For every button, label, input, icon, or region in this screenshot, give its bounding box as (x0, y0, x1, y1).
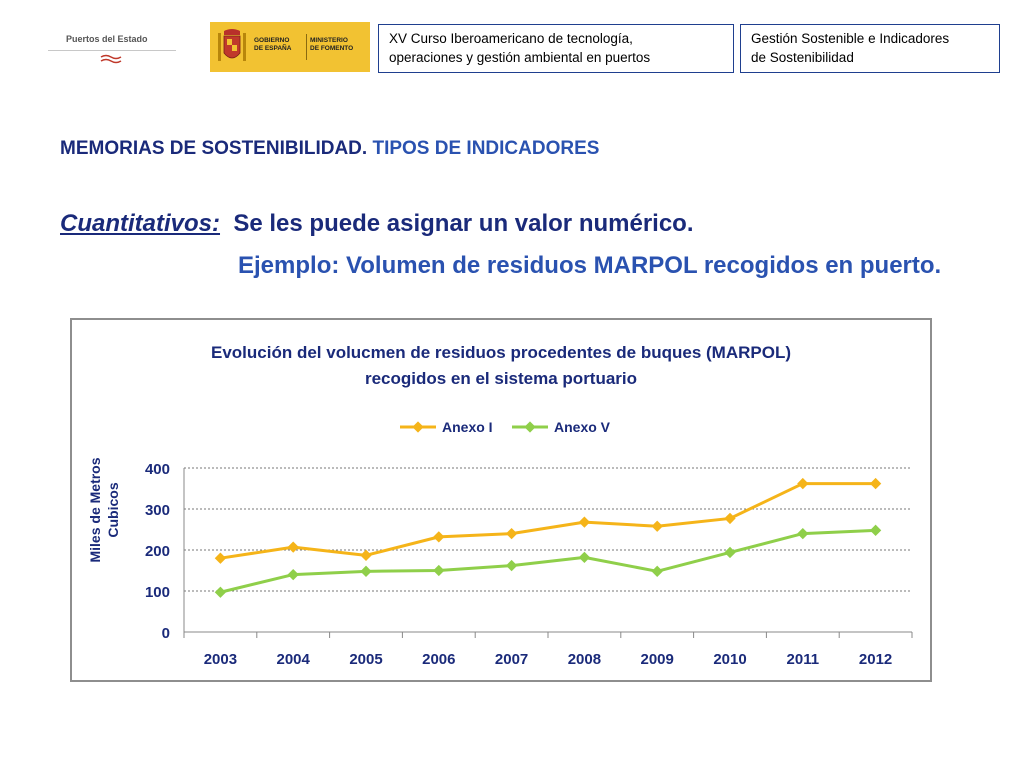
data-point-1-2009 (651, 565, 663, 577)
y-tick-label-400: 400 (145, 461, 170, 478)
section-title-main: MEMORIAS DE SOSTENIBILIDAD. (60, 138, 368, 159)
section-title: MEMORIAS DE SOSTENIBILIDAD. TIPOS DE IND… (60, 138, 599, 160)
data-point-1-2008 (578, 551, 591, 564)
puertos-del-estado-logo: Puertos del Estado (48, 28, 176, 68)
data-point-0-2008 (578, 516, 591, 528)
y-axis-label-line-2: Cubicos (105, 482, 121, 537)
legend-label-0: Anexo I (442, 419, 493, 435)
logo-gobierno-text: GOBIERNO DE ESPAÑA (254, 37, 292, 52)
x-tick-label-2006: 2006 (422, 651, 455, 668)
module-title-line-1: Gestión Sostenible e Indicadores (751, 31, 950, 46)
data-point-0-2003 (214, 552, 227, 564)
data-point-1-2006 (433, 564, 445, 577)
gobierno-ministerio-logo: GOBIERNO DE ESPAÑA MINISTERIO DE FOMENTO (210, 22, 370, 72)
data-point-0-2010 (724, 512, 736, 525)
data-point-0-2009 (651, 520, 663, 532)
data-point-1-2011 (797, 527, 809, 540)
module-title-line-2: de Sostenibilidad (751, 50, 854, 65)
legend-marker-1 (524, 421, 536, 433)
course-title-line-2: operaciones y gestión ambiental en puert… (389, 50, 651, 65)
y-tick-label-200: 200 (145, 543, 170, 560)
y-tick-label-100: 100 (145, 584, 170, 601)
module-title-box: Gestión Sostenible e Indicadores de Sost… (740, 24, 1000, 73)
chart-frame: Evolución del volucmen de residuos proce… (70, 318, 932, 682)
x-tick-label-2011: 2011 (787, 651, 820, 668)
data-point-0-2004 (287, 541, 299, 553)
y-tick-label-300: 300 (145, 502, 170, 519)
x-tick-label-2008: 2008 (568, 651, 601, 668)
x-tick-label-2003: 2003 (204, 651, 237, 668)
logo-separator (306, 34, 307, 60)
series-line-0 (220, 482, 876, 560)
x-tick-label-2009: 2009 (641, 651, 674, 668)
course-title-box: XV Curso Iberoamericano de tecnología, o… (378, 24, 734, 73)
data-point-0-2006 (433, 531, 445, 543)
quantitative-description: Se les puede asignar un valor numérico. (233, 210, 694, 237)
data-point-0-2005 (360, 549, 372, 561)
section-title-sub: TIPOS DE INDICADORES (372, 138, 600, 159)
data-point-1-2005 (360, 565, 372, 577)
y-axis-label-line-1: Miles de Metros (87, 457, 103, 562)
chart-title-line-2: recogidos en el sistema portuario (365, 369, 637, 388)
legend-marker-0 (412, 421, 424, 433)
course-title-line-1: XV Curso Iberoamericano de tecnología, (389, 31, 633, 46)
y-tick-label-0: 0 (162, 625, 170, 642)
data-point-1-2007 (505, 559, 518, 572)
data-point-1-2012 (869, 524, 882, 536)
data-point-1-2004 (287, 568, 299, 581)
x-tick-label-2004: 2004 (277, 651, 311, 668)
wave-icon (100, 54, 122, 64)
x-tick-label-2012: 2012 (859, 651, 892, 668)
x-tick-label-2005: 2005 (349, 651, 382, 668)
legend-label-1: Anexo V (554, 419, 611, 435)
data-point-0-2011 (797, 477, 809, 490)
logo-ministerio-text: MINISTERIO DE FOMENTO (310, 37, 354, 52)
series-line-1 (220, 528, 876, 594)
x-tick-label-2010: 2010 (713, 651, 746, 668)
quantitative-label: Cuantitativos: (60, 210, 221, 237)
quantitative-line: Cuantitativos: Se les puede asignar un v… (60, 210, 694, 238)
logo-divider (48, 50, 176, 51)
coat-of-arms-icon (218, 29, 246, 61)
data-point-1-2003 (214, 586, 227, 598)
marpol-line-chart: Evolución del volucmen de residuos proce… (87, 343, 913, 668)
logo-puertos-text: Puertos del Estado (66, 34, 148, 44)
data-point-0-2012 (869, 477, 882, 490)
chart-title-line-1: Evolución del volucmen de residuos proce… (211, 343, 791, 362)
data-point-0-2007 (505, 527, 518, 540)
x-tick-label-2007: 2007 (495, 651, 528, 668)
example-line: Ejemplo: Volumen de residuos MARPOL reco… (238, 252, 942, 279)
data-point-1-2010 (724, 546, 736, 559)
